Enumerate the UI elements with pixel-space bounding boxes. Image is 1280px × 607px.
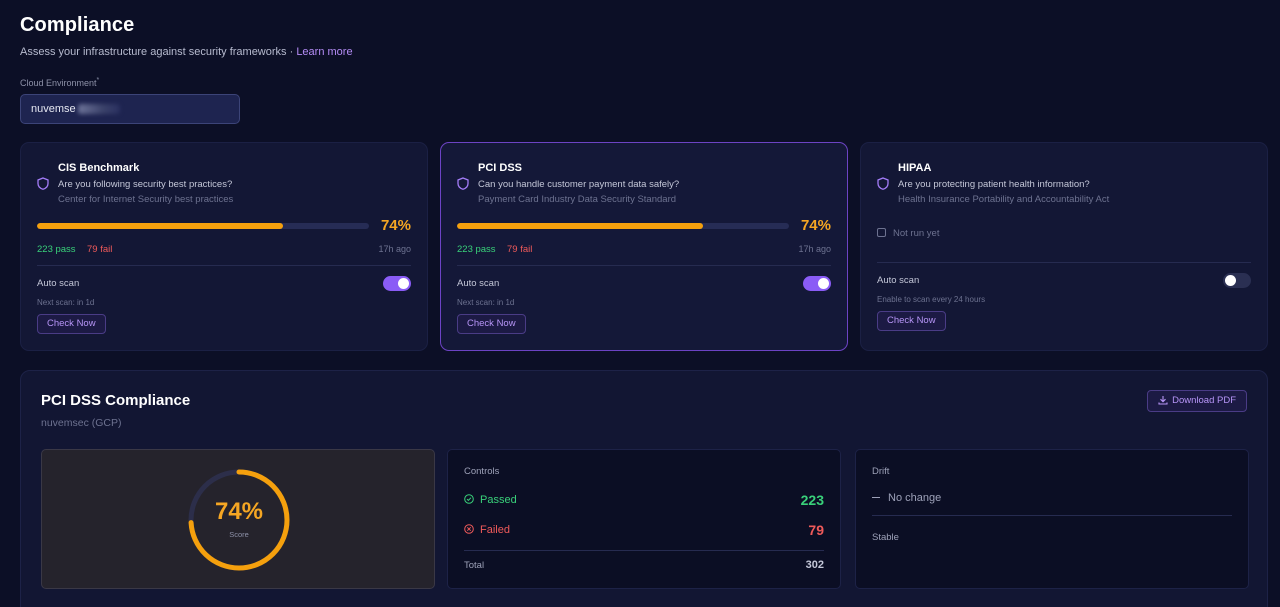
check-now-button[interactable]: Check Now (37, 314, 106, 334)
drift-status: Stable (872, 532, 899, 543)
framework-card-pci-dss[interactable]: PCI DSS Can you handle customer payment … (440, 142, 848, 351)
divider (457, 265, 831, 266)
total-label: Total (464, 560, 485, 571)
toggle-knob (818, 278, 829, 289)
check-now-button[interactable]: Check Now (457, 314, 526, 334)
detail-title: PCI DSS Compliance (41, 392, 191, 409)
cloud-environment-select[interactable]: nuvemse (20, 94, 240, 124)
auto-scan-toggle[interactable] (383, 276, 411, 291)
controls-card: Controls Passed 223 Failed 79 Total 302 (447, 449, 841, 589)
passed-row: Passed (464, 494, 517, 506)
controls-label: Controls (464, 466, 500, 477)
download-pdf-label: Download PDF (1172, 395, 1236, 406)
progress-fill (37, 223, 283, 229)
drift-change: No change (872, 492, 941, 504)
auto-scan-label: Auto scan (457, 278, 500, 289)
score-card: 74% Score (41, 449, 435, 589)
not-run-status: Not run yet (877, 228, 939, 239)
score-label: Score (229, 530, 249, 539)
auto-scan-label: Auto scan (37, 278, 80, 289)
failed-value: 79 (808, 522, 824, 538)
score-gauge (188, 469, 290, 571)
required-mark: * (96, 77, 100, 84)
divider (37, 265, 411, 266)
download-pdf-button[interactable]: Download PDF (1147, 390, 1247, 412)
auto-scan-label: Auto scan (877, 275, 920, 286)
auto-scan-toggle[interactable] (803, 276, 831, 291)
total-value: 302 (805, 559, 824, 571)
divider (877, 262, 1251, 263)
fail-count: 79 fail (87, 244, 113, 255)
redacted-text (77, 104, 120, 115)
divider (872, 515, 1232, 516)
download-icon (1158, 396, 1168, 405)
fail-count: 79 fail (507, 244, 533, 255)
subtitle-text: Assess your infrastructure against secur… (20, 46, 297, 58)
check-circle-icon (464, 494, 474, 504)
auto-scan-toggle[interactable] (1223, 273, 1251, 288)
enable-hint-text: Enable to scan every 24 hours (877, 295, 986, 304)
framework-card-cis[interactable]: CIS Benchmark Are you following security… (20, 142, 428, 351)
progress-fill (457, 223, 703, 229)
page-header: Compliance Assess your infrastructure ag… (20, 14, 353, 58)
score-gauge-arc (188, 469, 290, 571)
cloud-environment-label: Cloud Environment* (20, 77, 99, 88)
pass-count: 223 pass (37, 244, 76, 255)
progress-bar (37, 223, 369, 229)
score-value: 74% (214, 498, 264, 525)
shield-icon (877, 177, 889, 190)
cloud-environment-value: nuvemse (31, 103, 76, 115)
page-title: Compliance (20, 14, 135, 36)
drift-label: Drift (872, 466, 890, 477)
toggle-knob (1225, 275, 1236, 286)
last-scan-time: 17h ago (378, 244, 411, 254)
framework-description: Payment Card Industry Data Security Stan… (478, 194, 677, 205)
framework-title: HIPAA (898, 162, 932, 174)
check-now-button[interactable]: Check Now (877, 311, 946, 331)
framework-question: Are you protecting patient health inform… (898, 179, 1090, 190)
compliance-detail-panel: PCI DSS Compliance nuvemsec (GCP) Downlo… (20, 370, 1268, 607)
progress-percent: 74% (800, 217, 831, 234)
progress-percent: 74% (380, 217, 411, 234)
framework-description: Health Insurance Portability and Account… (898, 194, 1110, 205)
not-run-text: Not run yet (893, 228, 940, 239)
framework-title: CIS Benchmark (58, 162, 140, 174)
framework-question: Are you following security best practice… (58, 179, 233, 190)
drift-change-text: No change (888, 492, 942, 504)
shield-icon (457, 177, 469, 190)
detail-subtitle: nuvemsec (GCP) (41, 417, 122, 429)
framework-title: PCI DSS (478, 162, 523, 174)
x-circle-icon (464, 524, 474, 534)
failed-row: Failed (464, 524, 510, 536)
pass-count: 223 pass (457, 244, 496, 255)
learn-more-link[interactable]: Learn more (296, 46, 353, 58)
cloud-environment-label-text: Cloud Environment (20, 78, 97, 88)
progress-bar (457, 223, 789, 229)
divider (464, 550, 824, 551)
drift-card: Drift No change Stable (855, 449, 1249, 589)
calendar-icon (877, 228, 886, 237)
next-scan-text: Next scan: in 1d (37, 298, 95, 307)
next-scan-text: Next scan: in 1d (457, 298, 515, 307)
passed-label: Passed (480, 494, 517, 506)
framework-description: Center for Internet Security best practi… (58, 194, 234, 205)
shield-icon (37, 177, 49, 190)
failed-label: Failed (480, 524, 510, 536)
minus-icon (872, 497, 880, 498)
toggle-knob (398, 278, 409, 289)
framework-question: Can you handle customer payment data saf… (478, 179, 680, 190)
passed-value: 223 (800, 492, 824, 508)
last-scan-time: 17h ago (798, 244, 831, 254)
page-subtitle: Assess your infrastructure against secur… (20, 46, 353, 58)
framework-card-hipaa[interactable]: HIPAA Are you protecting patient health … (860, 142, 1268, 351)
